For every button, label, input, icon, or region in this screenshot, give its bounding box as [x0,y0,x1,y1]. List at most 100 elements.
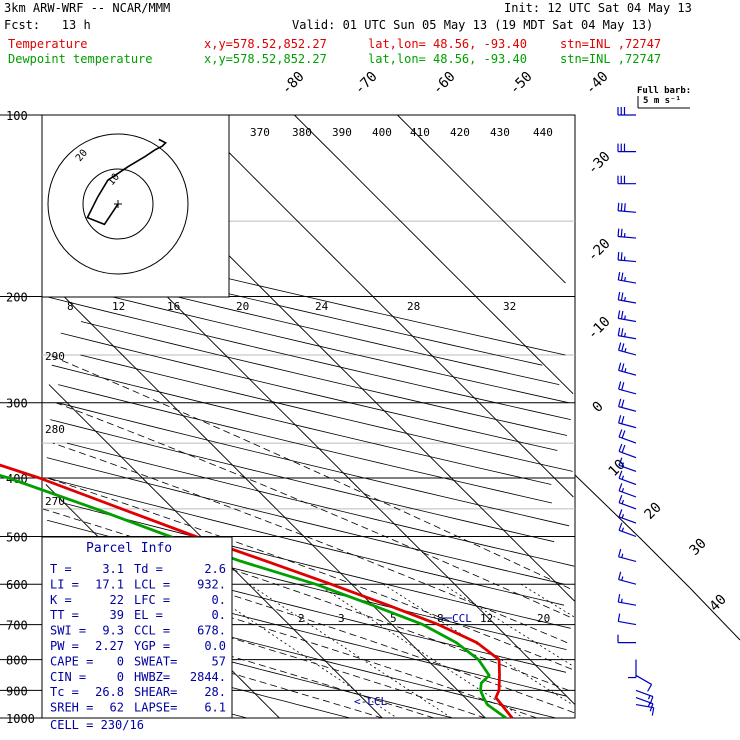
wind-barbs: Full barb:5 m s⁻¹ [617,86,691,716]
parcel-info-panel: Parcel Info T = 3.1 Td = 2.6 LI = 17.1 LCL = 932… [41,536,233,732]
barb-flag [621,487,625,493]
barb-flag [621,514,625,519]
mixing-ratio-20 [520,583,575,618]
isotherm-label--60: -60 [430,69,459,98]
barb-flag [624,277,626,282]
parcel-key-right: LCL = [134,577,170,591]
parcel-val-left: 17.1 [95,577,124,591]
barb-flag [621,462,625,467]
mixing-ratio-label-12: 12 [480,612,493,625]
isotherm--10 [48,384,383,719]
isotherm-0 [50,282,486,719]
barb-flag [618,429,623,438]
dry-adiabat-430 [45,296,571,420]
parcel-key-left: CIN = [50,670,86,684]
parcel-key-right: HWBZ= [134,670,170,684]
mixing-ratio-8 [383,583,573,705]
legend-temperature: Temperature [8,37,88,51]
dew-xy: x,y=578.52,852.27 [204,52,327,66]
parcel-val-right: 0. [212,593,226,607]
dry-adiabat-400 [80,354,573,472]
speed-label-24: 24 [315,300,329,313]
parcel-val-left: 9.3 [102,624,124,638]
barb-flag [620,292,624,301]
barb-flag [624,368,627,373]
barb-flag [617,202,620,211]
pressure-label-700: 700 [6,619,28,633]
mixing-ratio-12 [442,583,574,667]
parcel-row: TT = 39 EL = 0. [50,608,226,622]
parcel-val-left: 26.8 [95,685,124,699]
barb-flag [618,571,622,580]
mixing-ratio-label-20: 20 [537,612,550,625]
wind-barb [618,362,637,376]
barb-staff [618,406,637,412]
valid-time: Valid: 01 UTC Sun 05 May 13 (19 MDT Sat … [292,18,654,32]
barb-staff [618,349,637,356]
wind-barb [618,483,637,498]
theta-label-410: 410 [410,126,430,139]
parcel-val-right: 2.6 [204,562,226,576]
pressure-label-100: 100 [6,109,28,123]
parcel-key-left: SWI = [50,624,86,638]
model-name: 3km ARW-WRF -- NCAR/MMM [4,1,171,15]
isotherm-label-20: 20 [642,500,665,523]
theta-label-430: 430 [490,126,510,139]
lower-right-boundary [574,474,740,641]
barb-flag [647,695,651,700]
ccl-label: CCL [452,612,472,625]
isotherm-label--80: -80 [279,69,308,98]
barb-flag [621,553,624,558]
barb-flag [618,495,623,503]
parcel-val-right: 0.0 [204,639,226,653]
barb-flag [647,684,653,692]
parcel-val-left: 0 [117,670,124,684]
barb-flag [621,382,625,391]
wind-barb [617,291,637,304]
theta-label-380: 380 [292,126,312,139]
init-time: Init: 12 UTC Sat 04 May 13 [504,1,692,15]
pressure-label-200: 200 [6,291,28,305]
legend-dewpoint: Dewpoint temperature [8,52,153,66]
barb-staff [618,502,637,510]
isotherm-50 [397,114,566,284]
isotherm-label--40: -40 [583,69,612,98]
wind-barb [618,342,637,356]
hodograph-trace [86,138,167,226]
barb-staff [618,388,637,395]
parcel-val-right: 6.1 [204,701,226,715]
chart-header: 3km ARW-WRF -- NCAR/MMM Fcst: 13 h Init:… [0,0,740,70]
isotherm-label-0: 0 [590,399,607,416]
parcel-key-left: K = [50,593,72,607]
barb-flag [621,475,625,480]
dew-latlon: lat,lon= 48.56, -93.40 [368,52,527,66]
dry-adiabat-420 [80,321,568,436]
parcel-key-left: TT = [50,608,79,622]
barb-flag [617,251,620,261]
parcel-key-left: T = [50,562,72,576]
parcel-key-right: YGP = [134,639,170,653]
pressure-label-600: 600 [6,578,28,592]
barb-staff [618,620,637,626]
dry-adiabat-390 [51,364,552,485]
isotherm-30 [191,114,574,498]
wind-barb [618,548,637,563]
theta-side-label-270: 270 [45,495,65,508]
temp-station: stn=INL ,72747 [560,37,662,51]
wind-barb [618,495,637,510]
dew-station: stn=INL ,72747 [560,52,662,66]
barb-flag [617,310,621,319]
wind-barb [617,613,637,626]
speed-label-20: 20 [236,300,249,313]
moist-adiabat-10 [58,541,575,714]
barb-flag [621,363,625,372]
parcel-key-right: SHEAR= [134,685,177,699]
barb-flag [618,398,622,407]
barb-staff [618,279,637,284]
barb-flag [617,613,621,622]
wind-barb [617,634,636,644]
parcel-val-right: 678. [197,624,226,638]
parcel-val-left: 0 [117,654,124,668]
isotherm-label-10: 10 [606,457,629,480]
